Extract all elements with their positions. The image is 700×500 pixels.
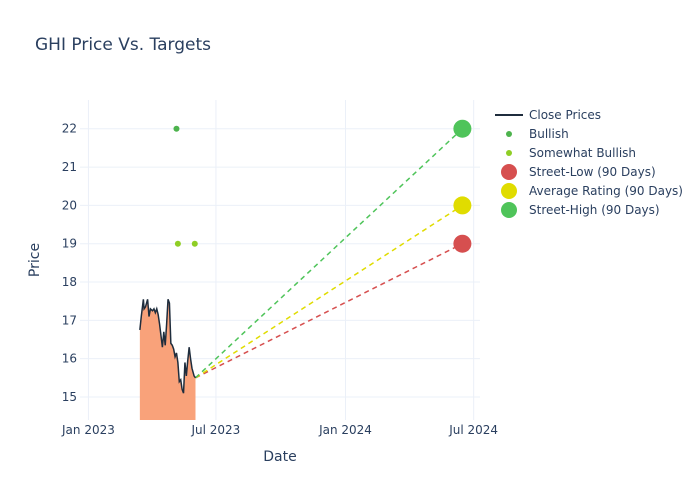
x-axis-title: Date: [263, 449, 296, 465]
y-tick-label: 22: [62, 122, 77, 136]
rating-point: [174, 240, 181, 247]
price-layer: [139, 299, 197, 394]
rating-point: [173, 125, 180, 132]
x-tick-label: Jul 2024: [448, 423, 498, 437]
legend-swatch-circle: [501, 202, 517, 218]
y-axis-title: Price: [27, 243, 43, 277]
chart-title: GHI Price Vs. Targets: [35, 35, 211, 55]
y-tick-label: 17: [62, 313, 77, 327]
legend-swatch-circle: [501, 164, 517, 180]
legend-swatch-circle: [501, 183, 517, 199]
target-point: [453, 196, 472, 215]
legend-label: Street-Low (90 Days): [529, 165, 656, 179]
target-point: [453, 234, 472, 253]
x-tick-label: Jan 2023: [61, 423, 115, 437]
y-tick-label: 16: [62, 352, 77, 366]
target-point: [453, 119, 472, 138]
legend-label: Average Rating (90 Days): [529, 184, 683, 198]
y-tick-label: 19: [62, 237, 77, 251]
legend-label: Street-High (90 Days): [529, 203, 660, 217]
marker-layer: [173, 119, 472, 253]
target-line: [195, 204, 463, 379]
tick-layer: 15 16 17 18 19 20 21 22 Jan 2023 Jul 2023 Jan 2024…: [61, 122, 498, 437]
legend-label: Bullish: [529, 127, 569, 141]
legend-swatch-dot: [506, 131, 512, 137]
y-tick-label: 20: [62, 198, 77, 212]
y-tick-label: 21: [62, 160, 77, 174]
legend-label: Somewhat Bullish: [529, 146, 636, 160]
legend-swatch-dot: [506, 150, 512, 156]
x-tick-label: Jan 2024: [318, 423, 372, 437]
target-line: [194, 128, 463, 379]
y-tick-label: 15: [62, 390, 77, 404]
close-price-line: [139, 299, 197, 394]
legend-label: Close Prices: [529, 108, 601, 122]
target-line: [195, 243, 463, 379]
target-layer: [194, 128, 463, 379]
x-tick-label: Jul 2023: [190, 423, 240, 437]
y-tick-label: 18: [62, 275, 77, 289]
legend: Close Prices Bullish Somewhat Bullish Stree…: [495, 108, 683, 218]
rating-point: [191, 240, 198, 247]
